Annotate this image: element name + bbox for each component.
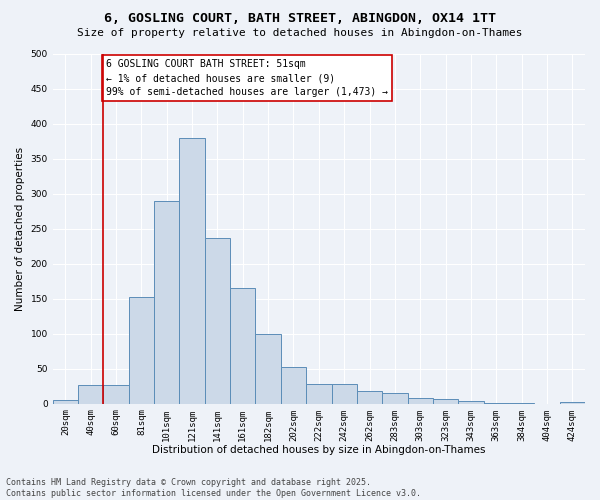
Bar	[357, 391, 382, 404]
Text: Size of property relative to detached houses in Abingdon-on-Thames: Size of property relative to detached ho…	[77, 28, 523, 38]
Bar	[484, 403, 509, 404]
Text: 6 GOSLING COURT BATH STREET: 51sqm
← 1% of detached houses are smaller (9)
99% o: 6 GOSLING COURT BATH STREET: 51sqm ← 1% …	[106, 59, 388, 97]
Bar	[154, 200, 179, 404]
Bar	[306, 384, 332, 404]
Bar	[407, 398, 433, 404]
Y-axis label: Number of detached properties: Number of detached properties	[15, 146, 25, 310]
Bar	[332, 384, 357, 404]
Bar	[509, 403, 535, 404]
Text: Contains HM Land Registry data © Crown copyright and database right 2025.
Contai: Contains HM Land Registry data © Crown c…	[6, 478, 421, 498]
Bar	[458, 401, 484, 404]
Bar	[256, 334, 281, 404]
Bar	[433, 399, 458, 404]
Bar	[103, 385, 129, 404]
Bar	[560, 402, 585, 404]
Bar	[129, 298, 154, 404]
Bar	[179, 138, 205, 404]
Bar	[281, 366, 306, 404]
Bar	[382, 393, 407, 404]
Bar	[205, 238, 230, 404]
Bar	[78, 385, 103, 404]
Bar	[230, 288, 256, 404]
X-axis label: Distribution of detached houses by size in Abingdon-on-Thames: Distribution of detached houses by size …	[152, 445, 485, 455]
Text: 6, GOSLING COURT, BATH STREET, ABINGDON, OX14 1TT: 6, GOSLING COURT, BATH STREET, ABINGDON,…	[104, 12, 496, 26]
Bar	[53, 400, 78, 404]
